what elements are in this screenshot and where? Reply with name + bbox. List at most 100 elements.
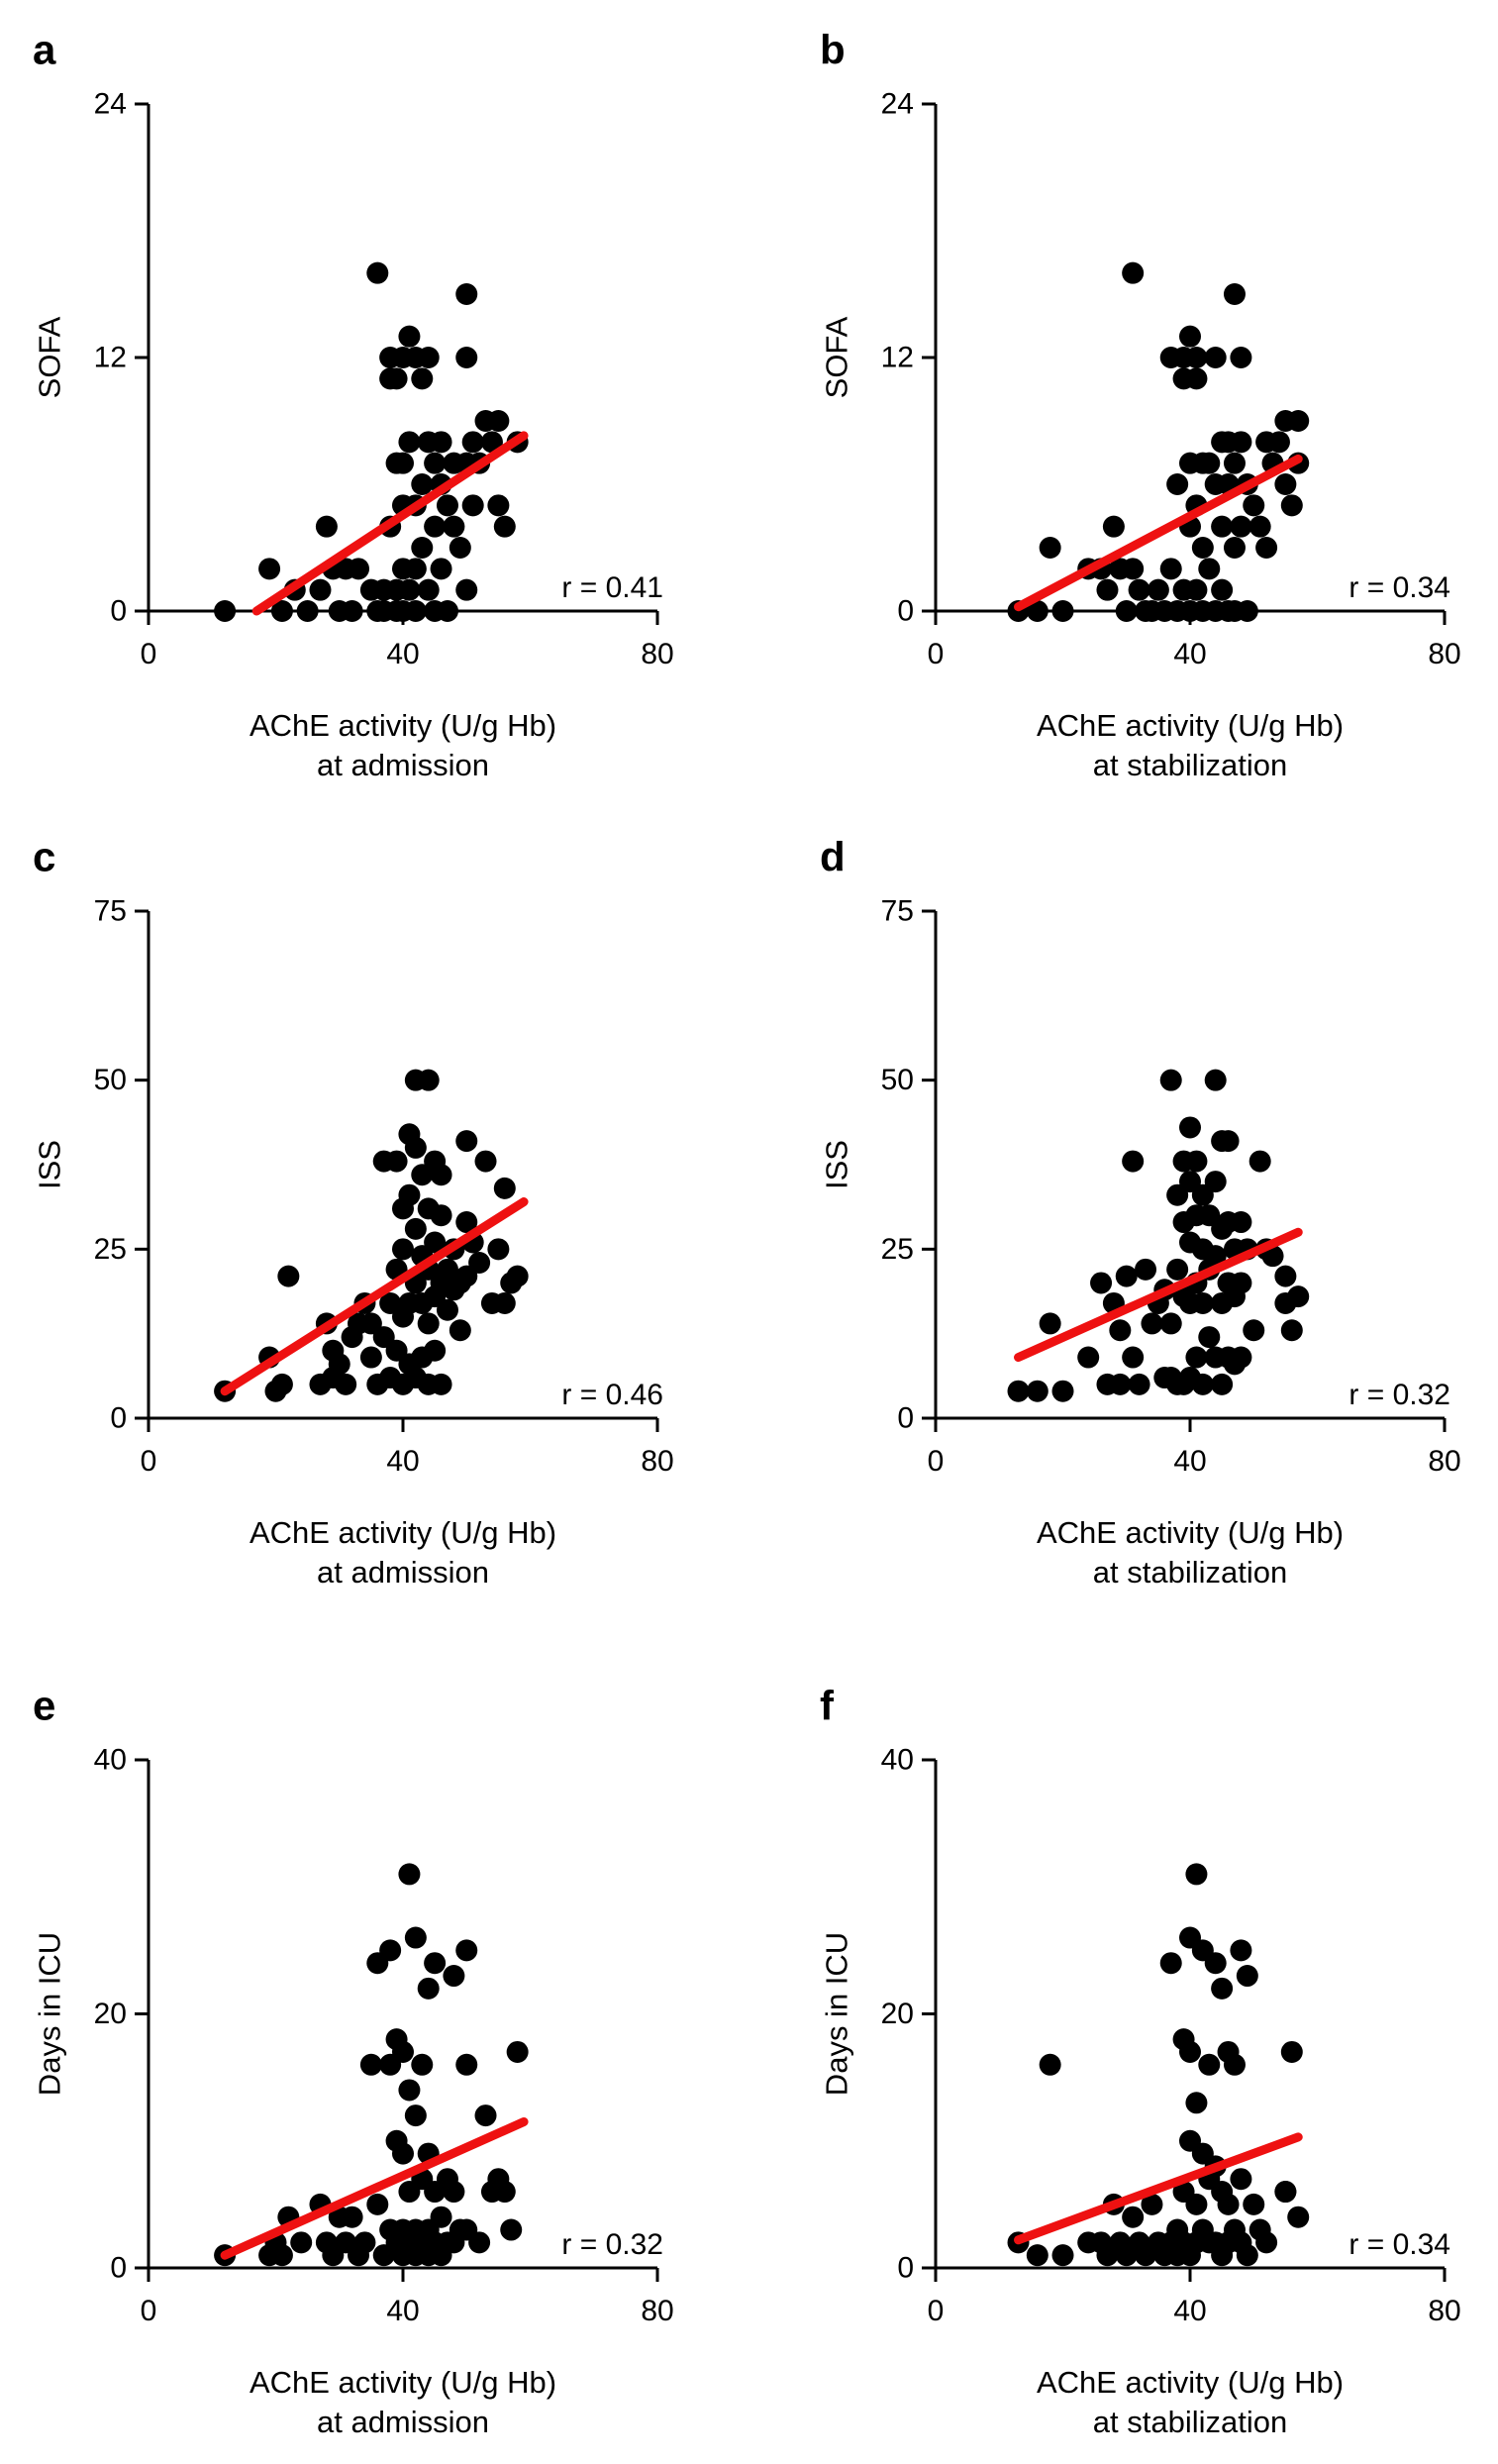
y-tick-label: 24 (881, 88, 914, 121)
x-tick-label: 0 (928, 2295, 945, 2327)
data-point (1204, 1952, 1227, 1975)
x-axis-label-line1: AChE activity (U/g Hb) (250, 1515, 556, 1550)
panel-c: c 0 25 50 75 0 40 80 ISS AChE activity (U/g Hb) at… (33, 834, 674, 1591)
data-point (1179, 1116, 1201, 1139)
data-point (290, 2231, 313, 2254)
data-point (455, 1939, 478, 1962)
panel-letter: a (33, 27, 56, 73)
data-point (487, 494, 510, 517)
x-axis-label-line2: at admission (317, 748, 489, 782)
data-point (1026, 2244, 1049, 2267)
data-point (424, 1339, 447, 1362)
x-tick-label: 80 (1428, 2295, 1460, 2327)
panel-letter: b (820, 27, 846, 73)
data-point (417, 578, 440, 601)
panel-f: f 0 20 40 0 40 80 Days in ICU AChE activity (U/g… (820, 1683, 1461, 2440)
data-point (1051, 1380, 1074, 1402)
data-point (1185, 2092, 1208, 2114)
x-tick-label: 40 (1173, 1445, 1206, 1478)
data-point (1039, 537, 1061, 559)
x-axis-label-line1: AChE activity (U/g Hb) (250, 708, 556, 743)
data-point (1211, 515, 1234, 538)
data-point (1115, 1265, 1138, 1287)
data-point (1230, 1272, 1252, 1294)
data-point (1122, 1150, 1145, 1173)
y-tick-label: 50 (881, 1064, 914, 1096)
data-point (1211, 1373, 1234, 1395)
data-point (1102, 515, 1125, 538)
data-point (1274, 1265, 1297, 1287)
data-point (398, 1183, 421, 1206)
data-point (1243, 494, 1265, 517)
x-tick-label: 0 (928, 1445, 945, 1478)
x-tick-label: 40 (1173, 2295, 1206, 2327)
y-tick-label: 0 (897, 1402, 914, 1435)
data-point (424, 1952, 447, 1975)
correlation-label: r = 0.32 (561, 2228, 663, 2261)
data-point (398, 1863, 421, 1886)
data-point (424, 515, 447, 538)
data-point (436, 494, 458, 517)
data-point (214, 600, 237, 622)
y-tick-label: 0 (110, 1402, 127, 1435)
y-tick-label: 40 (94, 1744, 127, 1777)
data-point (1166, 473, 1189, 495)
data-point (1211, 1977, 1234, 2000)
data-point (1255, 2231, 1278, 2254)
data-point (455, 1130, 478, 1153)
data-point (1159, 1952, 1182, 1975)
panel-e: e 0 20 40 0 40 80 Days in ICU AChE activity (U/g… (33, 1683, 674, 2440)
data-point (1198, 2053, 1221, 2076)
x-tick-label: 0 (928, 638, 945, 670)
data-point (411, 367, 434, 390)
data-point (1287, 2206, 1310, 2228)
x-tick-label: 80 (641, 1445, 673, 1478)
data-point (1051, 2244, 1074, 2267)
data-point (1051, 600, 1074, 622)
data-point (404, 1136, 427, 1159)
data-point (1223, 452, 1246, 474)
data-point (1185, 347, 1208, 368)
data-point (1026, 600, 1049, 622)
data-point (1230, 515, 1252, 538)
x-tick-label: 0 (141, 638, 157, 670)
data-point (443, 515, 465, 538)
panel-letter: c (33, 834, 55, 880)
panel-d: d 0 25 50 75 0 40 80 ISS AChE activity (U/g Hb) at… (820, 834, 1461, 1591)
data-point (398, 2079, 421, 2102)
x-tick-label: 80 (1428, 1445, 1460, 1478)
data-point (1280, 494, 1303, 517)
data-point (1287, 1285, 1310, 1308)
y-axis-label: SOFA (33, 316, 67, 398)
data-point (1179, 325, 1201, 348)
data-point (1185, 2193, 1208, 2215)
data-point (404, 1217, 427, 1240)
x-axis-label-line1: AChE activity (U/g Hb) (1037, 1515, 1344, 1550)
data-point (366, 261, 389, 284)
data-point (487, 410, 510, 432)
y-tick-label: 40 (881, 1744, 914, 1777)
data-point (1280, 2040, 1303, 2063)
data-point (398, 325, 421, 348)
data-point (1026, 1380, 1049, 1402)
data-point (411, 473, 434, 495)
data-point (1223, 537, 1246, 559)
data-point (1204, 1245, 1227, 1268)
regression-line (251, 431, 529, 616)
data-point (1230, 2168, 1252, 2191)
data-point (1141, 2193, 1163, 2215)
data-point (424, 1231, 447, 1254)
y-tick-label: 25 (94, 1233, 127, 1266)
data-point (1122, 261, 1145, 284)
data-point (1122, 1346, 1145, 1369)
data-point (1135, 1258, 1157, 1281)
data-point (455, 2053, 478, 2076)
data-point (1007, 1380, 1030, 1402)
x-tick-label: 0 (141, 2295, 157, 2327)
x-axis-label-line2: at stabilization (1093, 1555, 1287, 1590)
data-point (461, 431, 484, 454)
data-point (417, 1977, 440, 2000)
data-point (1223, 283, 1246, 305)
data-point (1236, 2244, 1258, 2267)
